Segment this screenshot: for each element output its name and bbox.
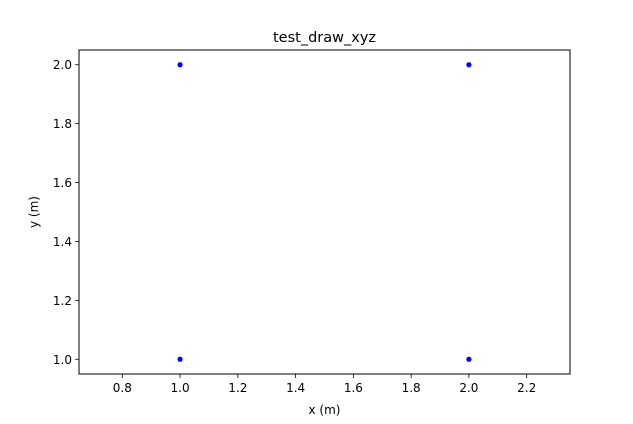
x-tick-label: 2.0: [459, 381, 478, 395]
x-tick-label: 0.8: [113, 381, 132, 395]
x-tick-label: 2.2: [517, 381, 536, 395]
chart-title: test_draw_xyz: [273, 30, 376, 46]
y-tick-label: 1.6: [53, 176, 72, 190]
y-tick-label: 1.4: [53, 235, 72, 249]
data-point: [466, 356, 472, 362]
data-points: [177, 62, 472, 362]
x-tick-label: 1.0: [171, 381, 190, 395]
y-tick-label: 1.8: [53, 117, 72, 131]
x-tick-label: 1.8: [402, 381, 421, 395]
y-axis-label: y (m): [27, 196, 41, 228]
plot-frame: [78, 49, 571, 375]
data-point: [177, 62, 183, 68]
y-tick-label: 1.0: [53, 353, 72, 367]
data-point: [177, 356, 183, 362]
x-tick-label: 1.2: [228, 381, 247, 395]
y-tick-label: 1.2: [53, 294, 72, 308]
y-axis-ticks: 1.0 1.2 1.4 1.6 1.8 2.0: [53, 58, 79, 367]
x-tick-label: 1.6: [344, 381, 363, 395]
y-tick-label: 2.0: [53, 58, 72, 72]
plot-area: [79, 50, 570, 374]
x-tick-label: 1.4: [286, 381, 305, 395]
data-point: [466, 62, 472, 68]
x-axis-label: x (m): [309, 403, 341, 417]
x-axis-ticks: 0.8 1.0 1.2 1.4 1.6 1.8 2.0 2.2: [113, 374, 536, 395]
